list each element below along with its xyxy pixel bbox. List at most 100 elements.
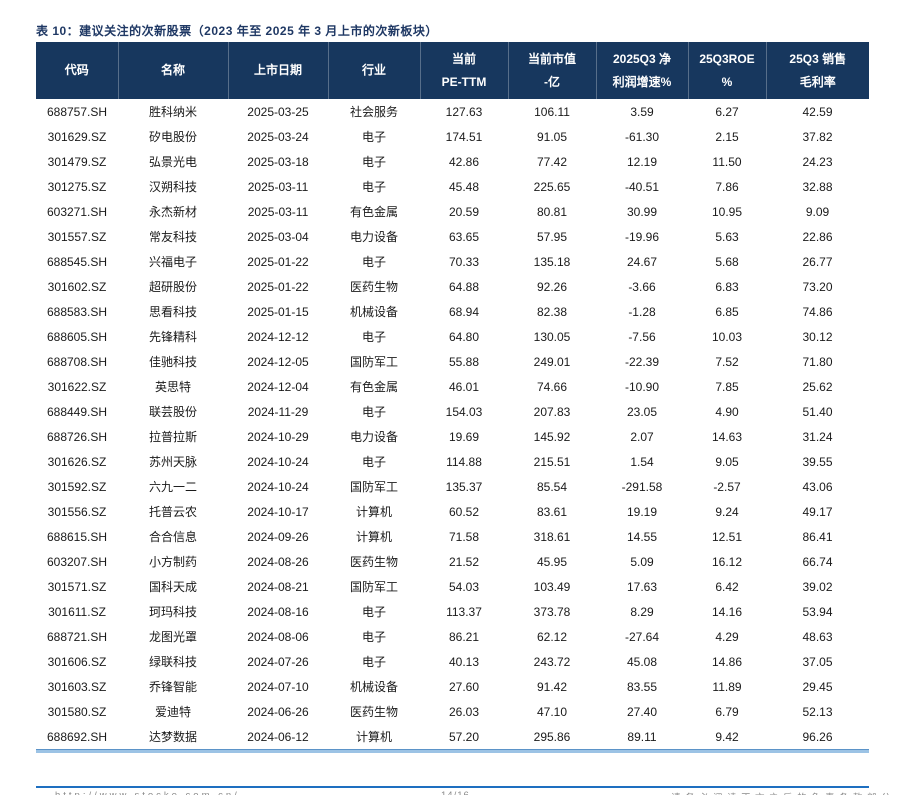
cell-roe: 9.42 [715, 729, 739, 744]
cell-roe: 4.29 [715, 629, 739, 644]
cell-roe: 6.79 [715, 704, 739, 719]
cell-name: 拉普拉斯 [148, 430, 197, 444]
cell-pe-ttm: 64.88 [448, 279, 480, 294]
cell-roe: 6.83 [715, 279, 739, 294]
cell-gross-margin: 37.05 [802, 654, 833, 669]
cell-list-date: 2024-08-21 [247, 579, 309, 594]
table-row: 301611.SZ 珂玛科技 2024-08-16 电子 113.37 373.… [36, 599, 869, 624]
cell-gross-margin: 32.88 [802, 179, 833, 194]
cell-list-date: 2024-06-26 [247, 704, 309, 719]
cell-list-date: 2025-01-15 [247, 304, 309, 319]
cell-code: 301556.SZ [47, 504, 107, 519]
table-bottom-border [36, 749, 869, 750]
table-row: 688721.SH 龙图光罩 2024-08-06 电子 86.21 62.12… [36, 624, 869, 649]
cell-profit-growth: -7.56 [628, 329, 656, 344]
cell-market-cap: 92.26 [536, 279, 568, 294]
cell-code: 688615.SH [46, 529, 108, 544]
cell-profit-growth: 8.29 [630, 604, 654, 619]
table-row: 688692.SH 达梦数据 2024-06-12 计算机 57.20 295.… [36, 724, 869, 751]
cell-gross-margin: 39.55 [802, 454, 833, 469]
cell-name: 英思特 [154, 380, 191, 394]
cell-code: 688545.SH [46, 254, 108, 269]
col-header-market-cap: 当前市值 -亿 [507, 42, 596, 99]
col-header-list-date: 上市日期 [227, 42, 328, 99]
cell-pe-ttm: 45.48 [448, 179, 480, 194]
cell-code: 301275.SZ [47, 179, 107, 194]
table-row: 301626.SZ 苏州天脉 2024-10-24 电子 114.88 215.… [36, 449, 869, 474]
cell-list-date: 2024-11-29 [247, 404, 309, 419]
cell-industry: 电子 [361, 130, 386, 144]
cell-gross-margin: 42.59 [802, 104, 833, 119]
cell-name: 托普云农 [148, 505, 197, 519]
cell-market-cap: 91.42 [536, 679, 568, 694]
cell-roe: 6.85 [715, 304, 739, 319]
cell-market-cap: 45.95 [536, 554, 568, 569]
cell-market-cap: 91.05 [536, 129, 568, 144]
table-row: 301557.SZ 常友科技 2025-03-04 电力设备 63.65 57.… [36, 224, 869, 249]
cell-profit-growth: -10.90 [624, 379, 660, 394]
cell-list-date: 2024-10-17 [247, 504, 309, 519]
table-row: 301603.SZ 乔锋智能 2024-07-10 机械设备 27.60 91.… [36, 674, 869, 699]
table-row: 688708.SH 佳驰科技 2024-12-05 国防军工 55.88 249… [36, 349, 869, 374]
table-row: 301629.SZ 矽电股份 2025-03-24 电子 174.51 91.0… [36, 124, 869, 149]
cell-name: 胜科纳米 [148, 105, 197, 119]
cell-name: 佳驰科技 [148, 355, 197, 369]
table-row: 301592.SZ 六九一二 2024-10-24 国防军工 135.37 85… [36, 474, 869, 499]
cell-industry: 有色金属 [349, 205, 398, 219]
cell-roe: 5.68 [715, 254, 739, 269]
cell-gross-margin: 30.12 [802, 329, 833, 344]
cell-name: 兴福电子 [148, 255, 197, 269]
cell-profit-growth: 83.55 [626, 679, 658, 694]
cell-profit-growth: 24.67 [626, 254, 658, 269]
footer-page-number: 14/16 [441, 790, 470, 795]
cell-industry: 电子 [361, 255, 386, 269]
cell-code: 688757.SH [46, 104, 108, 119]
cell-pe-ttm: 114.88 [446, 454, 482, 469]
cell-code: 603207.SH [46, 554, 108, 569]
cell-profit-growth: 1.54 [630, 454, 654, 469]
cell-name: 达梦数据 [148, 730, 197, 744]
footer-disclaimer: 请务必阅读正文之后的免责条款部分 [671, 790, 895, 795]
cell-gross-margin: 9.09 [805, 204, 830, 219]
cell-industry: 电子 [361, 605, 386, 619]
cell-name: 弘景光电 [148, 155, 197, 169]
cell-industry: 国防军工 [349, 355, 398, 369]
cell-name: 永杰新材 [148, 205, 197, 219]
cell-pe-ttm: 57.20 [448, 729, 480, 744]
cell-list-date: 2024-12-12 [247, 329, 309, 344]
cell-list-date: 2024-06-12 [247, 729, 309, 744]
cell-industry: 电力设备 [349, 230, 398, 244]
cell-roe: 2.15 [715, 129, 739, 144]
cell-list-date: 2025-03-25 [247, 104, 309, 119]
cell-pe-ttm: 64.80 [448, 329, 480, 344]
cell-profit-growth: 27.40 [626, 704, 658, 719]
cell-pe-ttm: 55.88 [448, 354, 480, 369]
table-row: 301622.SZ 英思特 2024-12-04 有色金属 46.01 74.6… [36, 374, 869, 399]
cell-market-cap: 82.38 [536, 304, 568, 319]
cell-profit-growth: -22.39 [624, 354, 660, 369]
cell-gross-margin: 96.26 [802, 729, 833, 744]
footer-url: http://www.stocke.com.cn/ [55, 790, 240, 795]
cell-name: 乔锋智能 [148, 680, 197, 694]
cell-profit-growth: -1.28 [628, 304, 656, 319]
cell-profit-growth: 14.55 [626, 529, 658, 544]
cell-profit-growth: -3.66 [628, 279, 656, 294]
cell-pe-ttm: 20.59 [448, 204, 480, 219]
cell-gross-margin: 66.74 [802, 554, 833, 569]
cell-profit-growth: 23.05 [626, 404, 658, 419]
col-header-gross-margin: 25Q3 销售 毛利率 [765, 42, 869, 99]
cell-list-date: 2025-01-22 [247, 254, 309, 269]
cell-pe-ttm: 63.65 [448, 229, 480, 244]
cell-pe-ttm: 71.58 [448, 529, 480, 544]
cell-industry: 国防军工 [349, 580, 398, 594]
cell-name: 矽电股份 [148, 130, 197, 144]
cell-market-cap: 57.95 [536, 229, 568, 244]
cell-pe-ttm: 174.51 [445, 129, 483, 144]
table-row: 301602.SZ 超研股份 2025-01-22 医药生物 64.88 92.… [36, 274, 869, 299]
cell-name: 先锋精科 [148, 330, 197, 344]
cell-pe-ttm: 21.52 [448, 554, 480, 569]
cell-industry: 机械设备 [349, 305, 398, 319]
cell-pe-ttm: 42.86 [448, 154, 480, 169]
cell-roe: 4.90 [715, 404, 739, 419]
cell-list-date: 2025-03-24 [247, 129, 309, 144]
